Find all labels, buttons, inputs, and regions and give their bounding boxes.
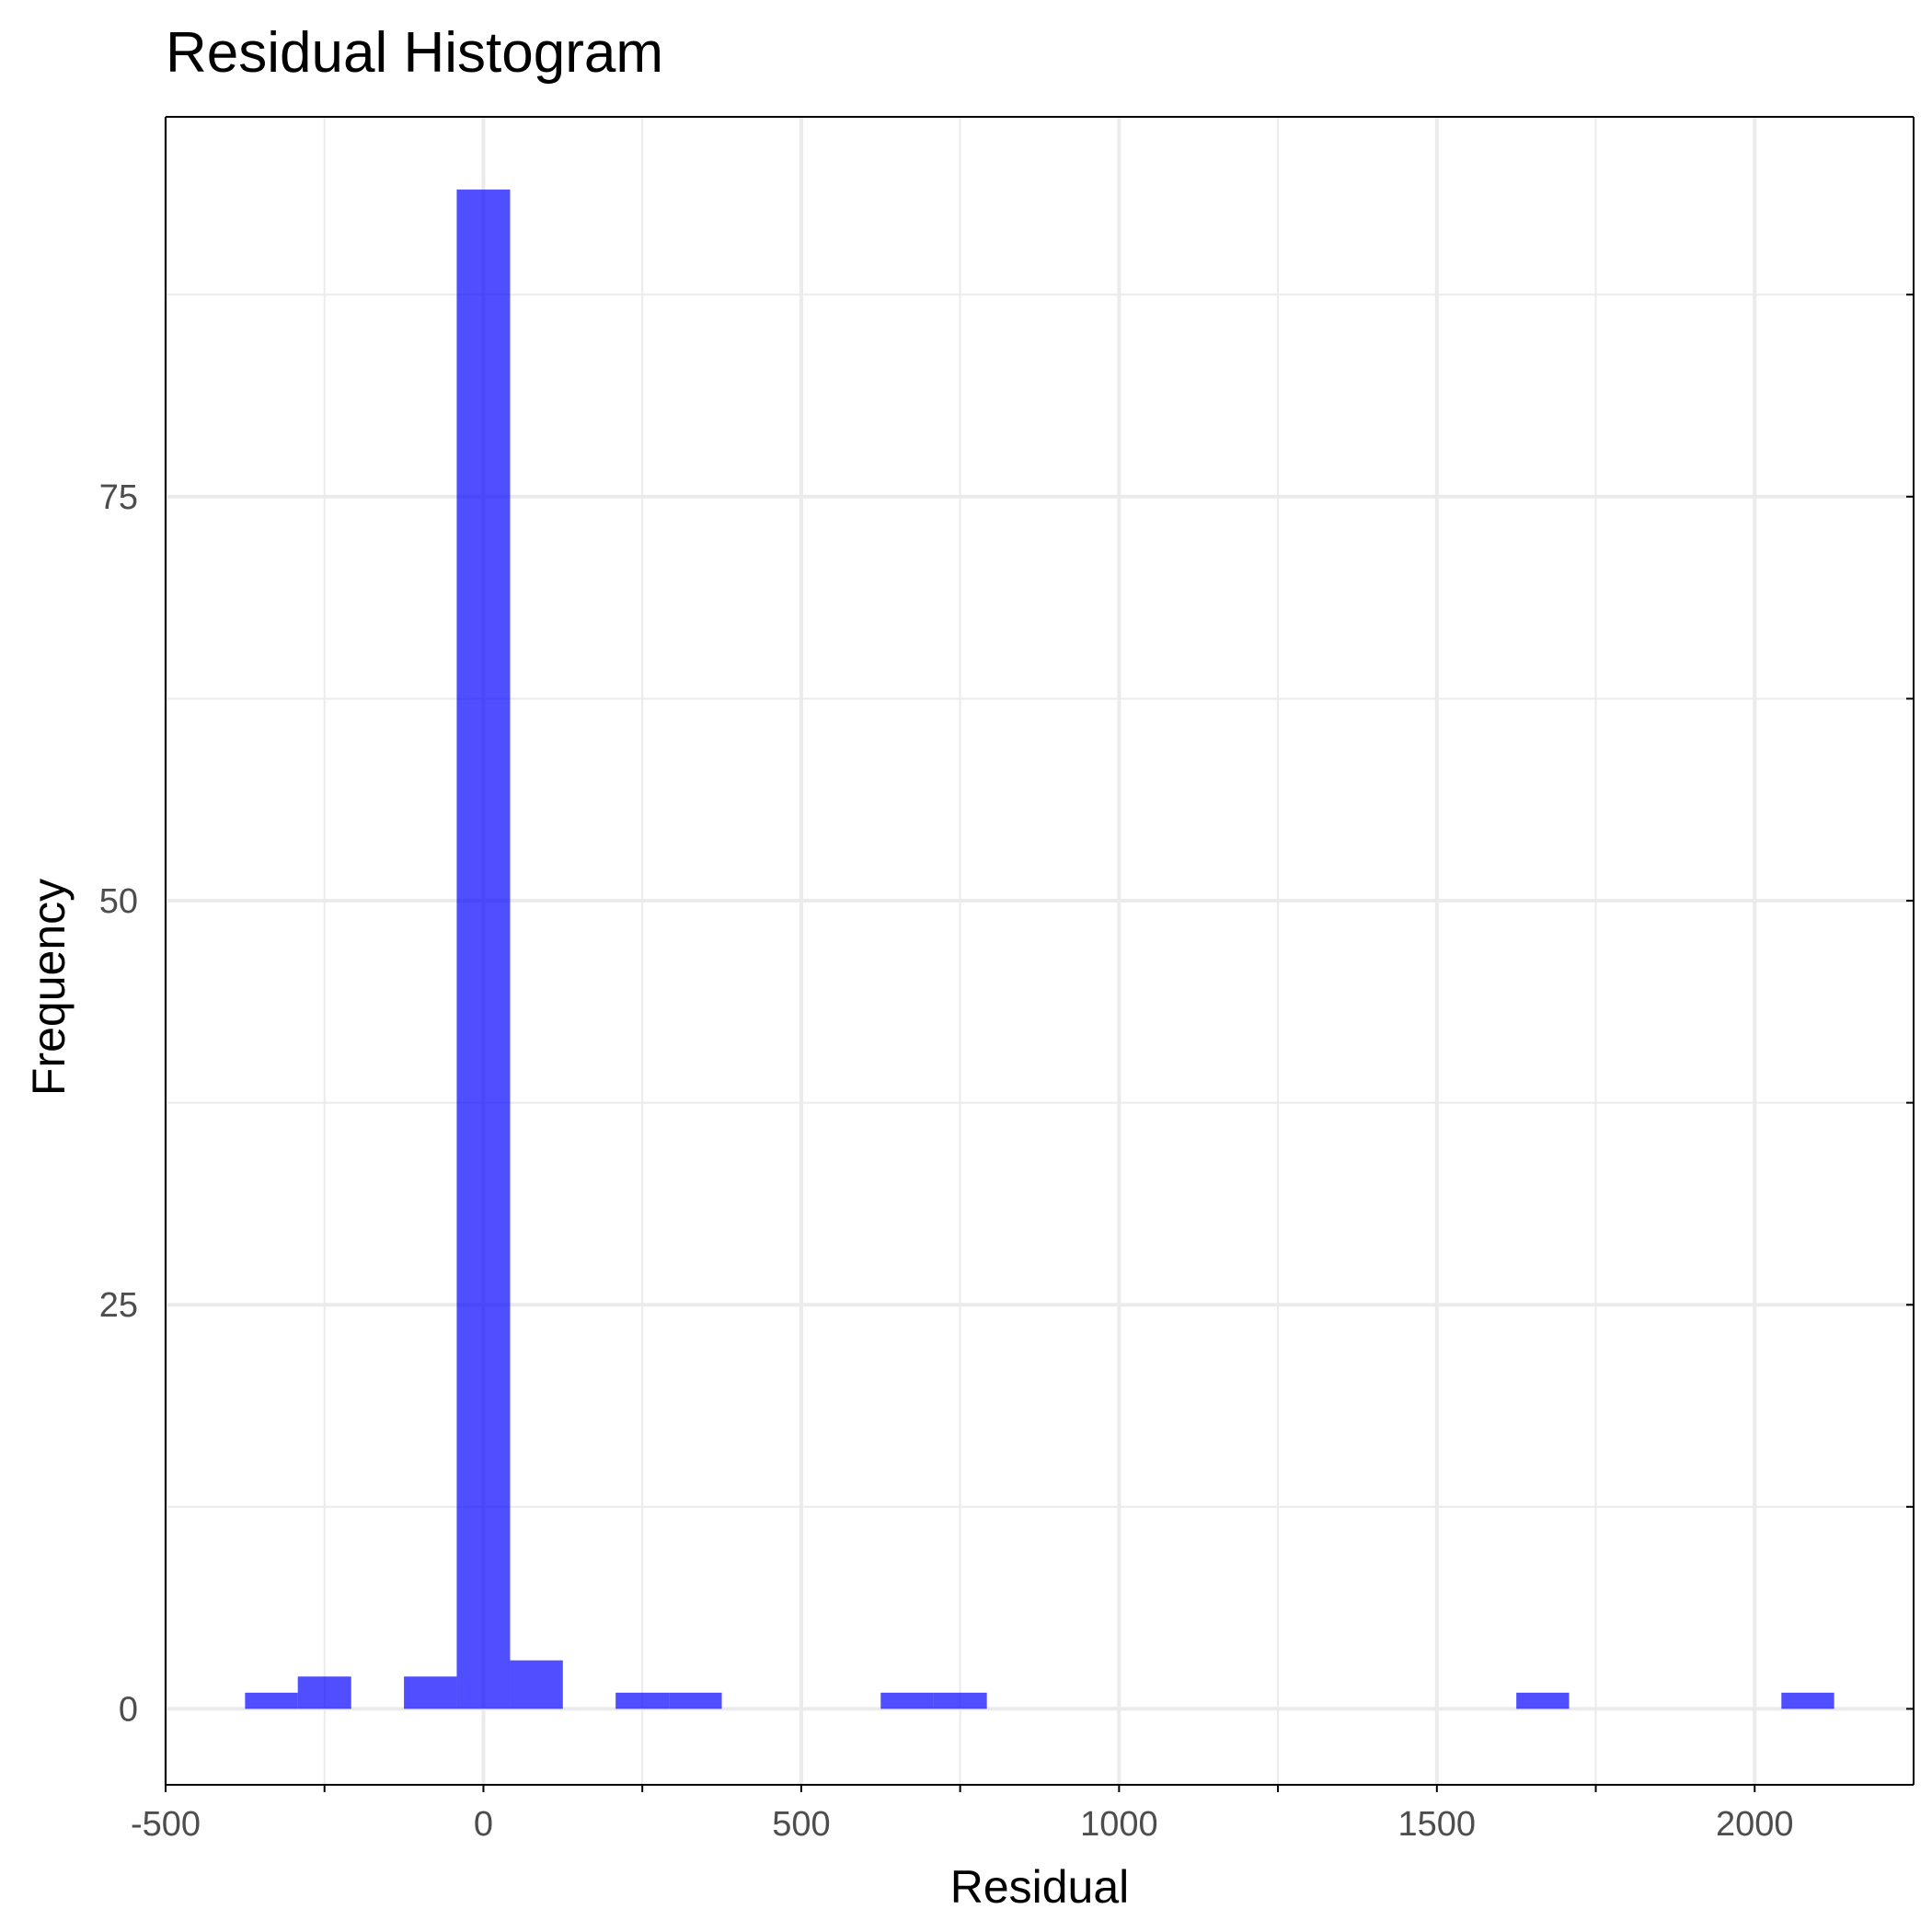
- histogram-bar: [669, 1692, 722, 1709]
- x-tick-label: -500: [131, 1805, 201, 1844]
- histogram-bar: [245, 1692, 298, 1709]
- axes: [165, 116, 1915, 1792]
- histogram-bar: [1516, 1692, 1570, 1709]
- x-tick-label: 0: [474, 1805, 493, 1844]
- chart-title: Residual Histogram: [166, 21, 663, 85]
- histogram-bar: [297, 1676, 351, 1709]
- histogram-bar: [615, 1692, 670, 1709]
- y-tick-label: 25: [99, 1286, 138, 1325]
- x-tick-label: 2000: [1716, 1805, 1794, 1844]
- histogram-bar: [456, 190, 511, 1709]
- grid-lines: [164, 117, 1914, 1785]
- histogram-bar: [404, 1676, 457, 1709]
- x-axis-title: Residual: [950, 1861, 1130, 1913]
- x-tick-label: 500: [772, 1805, 830, 1844]
- histogram-bar: [933, 1692, 987, 1709]
- histogram-bar: [510, 1660, 563, 1709]
- y-tick-label: 75: [99, 478, 138, 517]
- histogram-bar: [1781, 1692, 1834, 1709]
- x-tick-label: 1000: [1080, 1805, 1158, 1844]
- y-tick-label: 50: [99, 882, 138, 921]
- y-axis-title: Frequency: [23, 879, 75, 1096]
- x-tick-label: 1500: [1398, 1805, 1477, 1844]
- histogram-bar: [880, 1692, 934, 1709]
- tick-labels: -500 0 500 1000 1500 2000 0 25 50 75: [99, 478, 1794, 1844]
- histogram-bars: [245, 190, 1834, 1709]
- y-tick-label: 0: [119, 1690, 138, 1729]
